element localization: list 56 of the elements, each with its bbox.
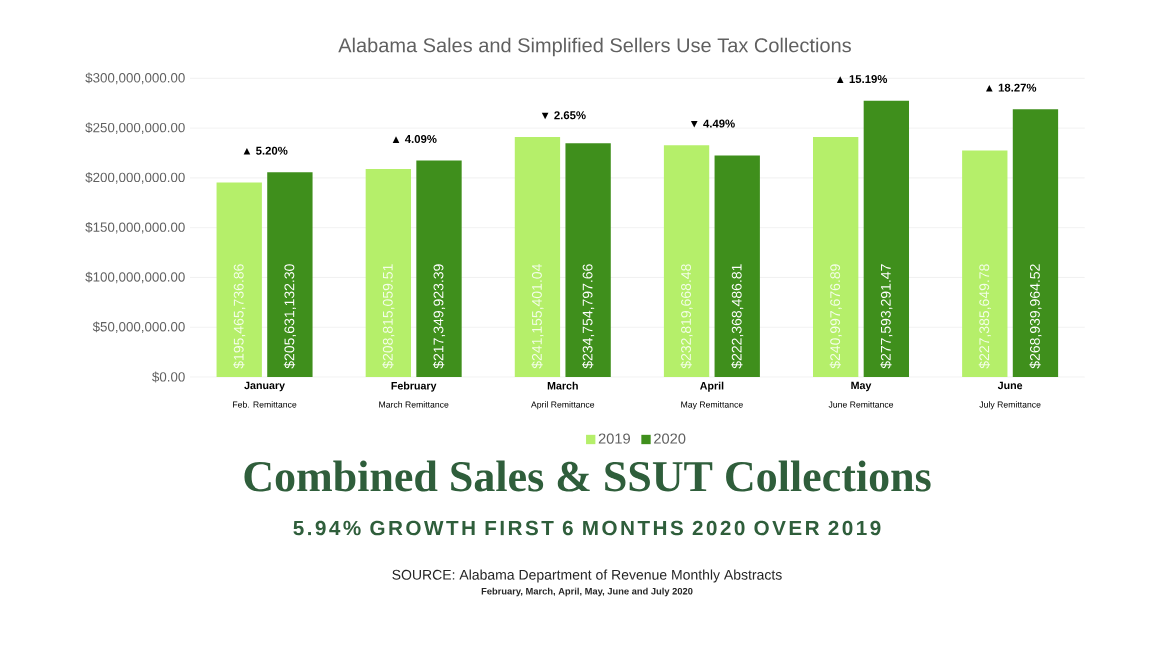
bar [216, 182, 262, 377]
y-tick-label: $300,000,000.00 [85, 72, 185, 85]
text: 5.94% GROWTH FIRST 6 MONTHS 2020 OVER 2019 [293, 520, 881, 536]
bar [365, 169, 412, 377]
annotation: ▼ 4.49% [690, 119, 735, 128]
annotation: ▲ 18.27% [986, 83, 1037, 92]
bar [416, 160, 462, 377]
chart-title: Alabama Sales and Simplified Sellers Use Tax Collections [338, 37, 851, 57]
bar [813, 137, 859, 377]
legend-label: 2020 [654, 433, 686, 444]
bar [267, 172, 313, 377]
annotation: ▲ 4.09% [392, 135, 437, 144]
x-tick-label: April [700, 381, 724, 392]
x-tick-label: January [244, 381, 285, 392]
y-tick-label: $50,000,000.00 [92, 321, 185, 334]
data-label: $195,465,736.86 [233, 264, 246, 369]
text: February, March, April, May, June and July 2020 [481, 587, 693, 597]
data-label: $268,939,964.52 [1029, 264, 1042, 369]
text: July Remittance [979, 401, 1041, 410]
source-note: SOURCE: Alabama Department of Revenue Monthly Abstracts [392, 569, 782, 583]
bar [714, 155, 760, 377]
text: April Remittance [531, 401, 595, 410]
data-label: $234,754,797.66 [582, 264, 595, 369]
annotation: ▲ 5.20% [243, 146, 288, 155]
annotation: ▲ 15.19% [836, 75, 888, 84]
text: May Remittance [681, 401, 743, 410]
bar [863, 100, 910, 377]
y-tick-label: $100,000,000.00 [85, 271, 185, 284]
data-label: $241,155,401.04 [531, 264, 544, 369]
x-tick-label: May [851, 381, 872, 392]
text: Combined Sales & SSUT Collections [244, 460, 931, 492]
bar [565, 143, 611, 377]
x-tick-label: March [547, 381, 578, 390]
bar [1012, 109, 1059, 377]
data-label: $205,631,132.30 [283, 264, 296, 369]
annotation: ▼ 2.65% [541, 111, 586, 120]
data-label: $227,385,649.78 [978, 264, 991, 369]
y-tick-label: $250,000,000.00 [85, 122, 185, 134]
text: Feb. Remittance [233, 401, 297, 408]
bar [514, 136, 561, 377]
text: June Remittance [828, 401, 894, 408]
x-tick-label: June [997, 381, 1023, 390]
y-tick-label: $150,000,000.00 [85, 221, 185, 234]
legend-label: 2019 [598, 433, 630, 444]
data-label: $240,997,676.89 [829, 264, 842, 369]
text: March Remittance [379, 401, 449, 408]
bar [663, 145, 710, 377]
bar [962, 150, 1008, 377]
data-label: $217,349,923.39 [432, 264, 446, 369]
y-tick-label: $0.00 [152, 371, 185, 383]
y-tick-label: $200,000,000.00 [85, 172, 185, 184]
x-tick-label: February [391, 381, 437, 392]
data-label: $232,819,668.48 [680, 264, 693, 369]
data-label: $208,815,059.51 [382, 264, 395, 369]
data-label: $222,368,486.81 [731, 264, 744, 369]
data-label: $277,593,291.47 [880, 264, 893, 369]
